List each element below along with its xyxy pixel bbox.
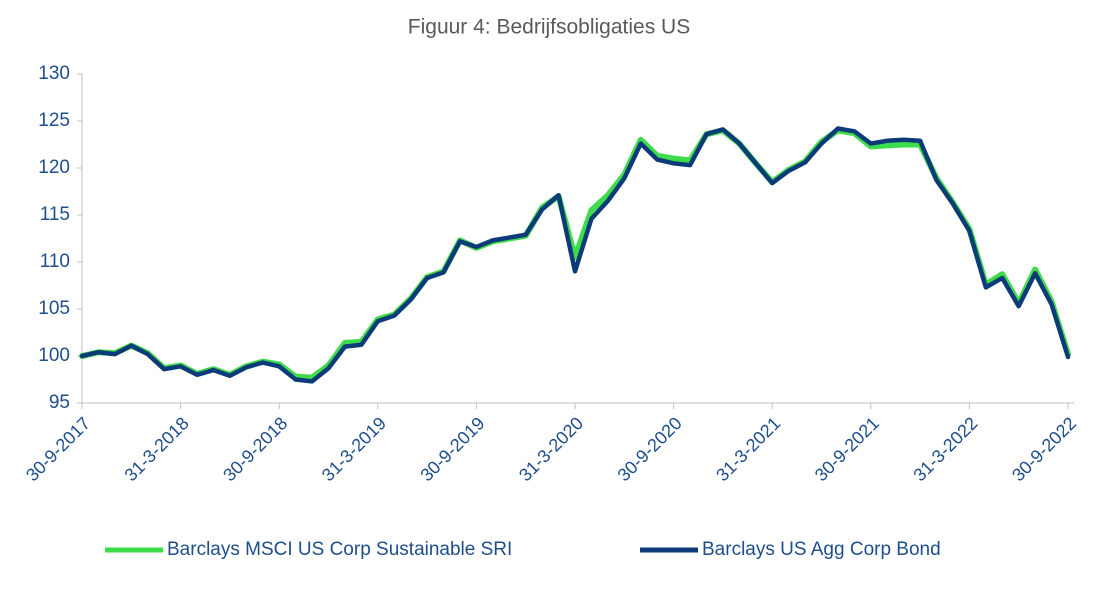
chart-title: Figuur 4: Bedrijfsobligaties US — [408, 16, 690, 39]
series-line — [79, 126, 1071, 384]
y-tick-label: 105 — [38, 298, 70, 319]
x-tick-label: 30-9-2019 — [416, 413, 488, 485]
x-tick-label: 30-9-2021 — [811, 413, 883, 485]
legend-label: Barclays US Agg Corp Bond — [702, 539, 941, 560]
x-tick-label: 30-9-2020 — [614, 413, 686, 485]
y-tick-label: 125 — [38, 110, 70, 131]
legend-label: Barclays MSCI US Corp Sustainable SRI — [167, 539, 512, 560]
y-tick-label: 100 — [38, 345, 70, 366]
x-tick-label: 30-9-2017 — [22, 413, 94, 485]
x-tick-label: 31-3-2022 — [909, 413, 981, 485]
y-tick-label: 110 — [40, 251, 70, 272]
x-tick-label: 31-3-2021 — [712, 413, 784, 485]
x-tick-label: 30-9-2018 — [219, 413, 291, 485]
x-tick-label: 31-3-2020 — [515, 413, 587, 485]
series-line — [79, 127, 1071, 381]
y-tick-label: 115 — [40, 204, 70, 225]
y-tick-label: 120 — [38, 157, 70, 178]
x-tick-label: 30-9-2022 — [1008, 413, 1080, 485]
x-tick-label: 31-3-2018 — [121, 413, 193, 485]
x-tick-label: 31-3-2019 — [318, 413, 390, 485]
y-tick-label: 130 — [38, 63, 70, 84]
y-tick-label: 95 — [49, 392, 70, 413]
